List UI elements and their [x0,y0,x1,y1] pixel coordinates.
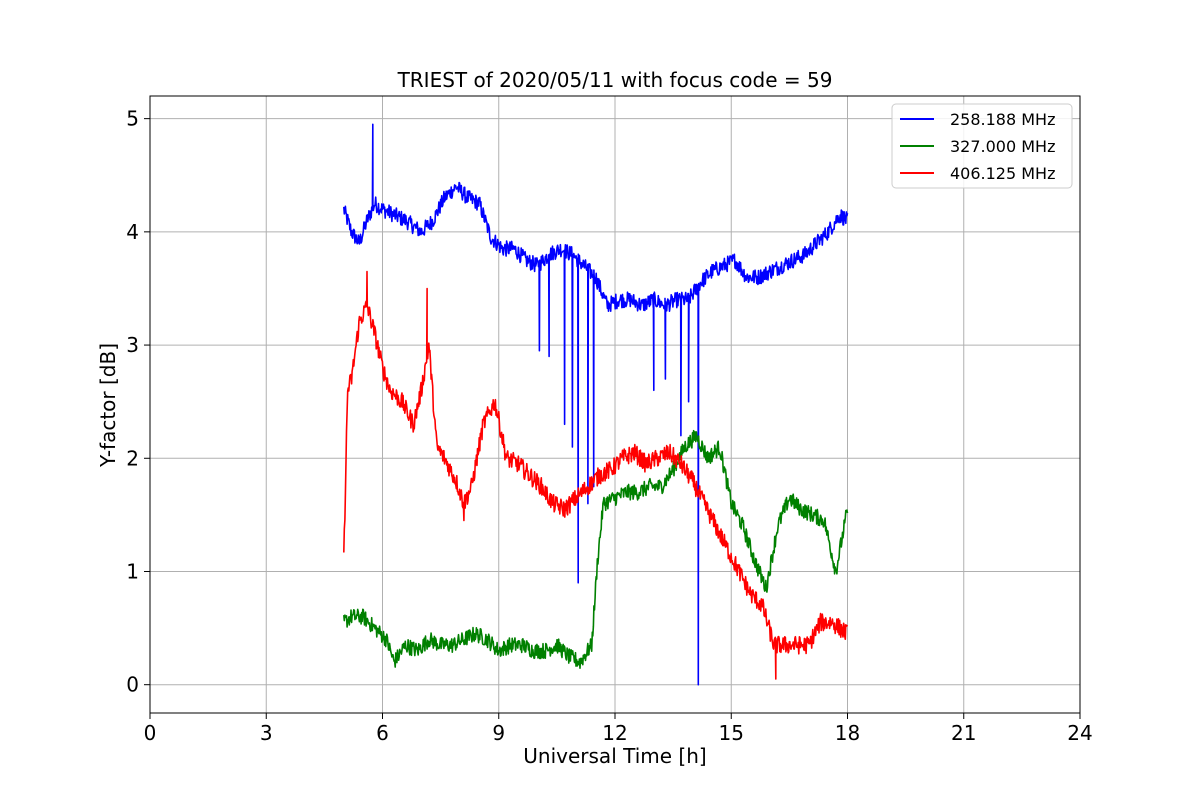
y-tick-label: 1 [126,559,139,583]
legend-label-2: 327.000 MHz [950,137,1055,156]
x-tick-label: 18 [835,721,860,745]
y-tick-label: 2 [126,446,139,470]
x-tick-label: 12 [602,721,627,745]
x-tick-label: 9 [492,721,505,745]
x-tick-label: 0 [144,721,157,745]
x-tick-label: 21 [951,721,976,745]
x-axis-ticks: 0 3 6 9 12 15 18 21 24 [144,713,1093,745]
y-tick-label: 0 [126,673,139,697]
y-axis-ticks: 0 1 2 3 4 5 [126,107,150,697]
series-layer [343,123,849,686]
series-line-1 [343,123,849,686]
legend-box [891,103,1073,189]
chart-title: TRIEST of 2020/05/11 with focus code = 5… [397,68,833,92]
y-axis-label: Y-factor [dB] [96,343,120,468]
y-tick-label: 3 [126,333,139,357]
legend: 258.188 MHz 327.000 MHz 406.125 MHz [891,103,1073,189]
y-tick-label: 4 [126,220,139,244]
legend-label-3: 406.125 MHz [950,164,1055,183]
series-line-3 [343,270,849,680]
grid-lines [149,96,1081,713]
x-tick-label: 3 [260,721,273,745]
x-axis-label: Universal Time [h] [523,744,706,768]
x-tick-label: 6 [376,721,389,745]
x-tick-label: 24 [1067,721,1092,745]
series-line-2 [343,429,849,669]
y-tick-label: 5 [126,107,139,131]
x-tick-label: 15 [719,721,744,745]
legend-label-1: 258.188 MHz [950,110,1055,129]
